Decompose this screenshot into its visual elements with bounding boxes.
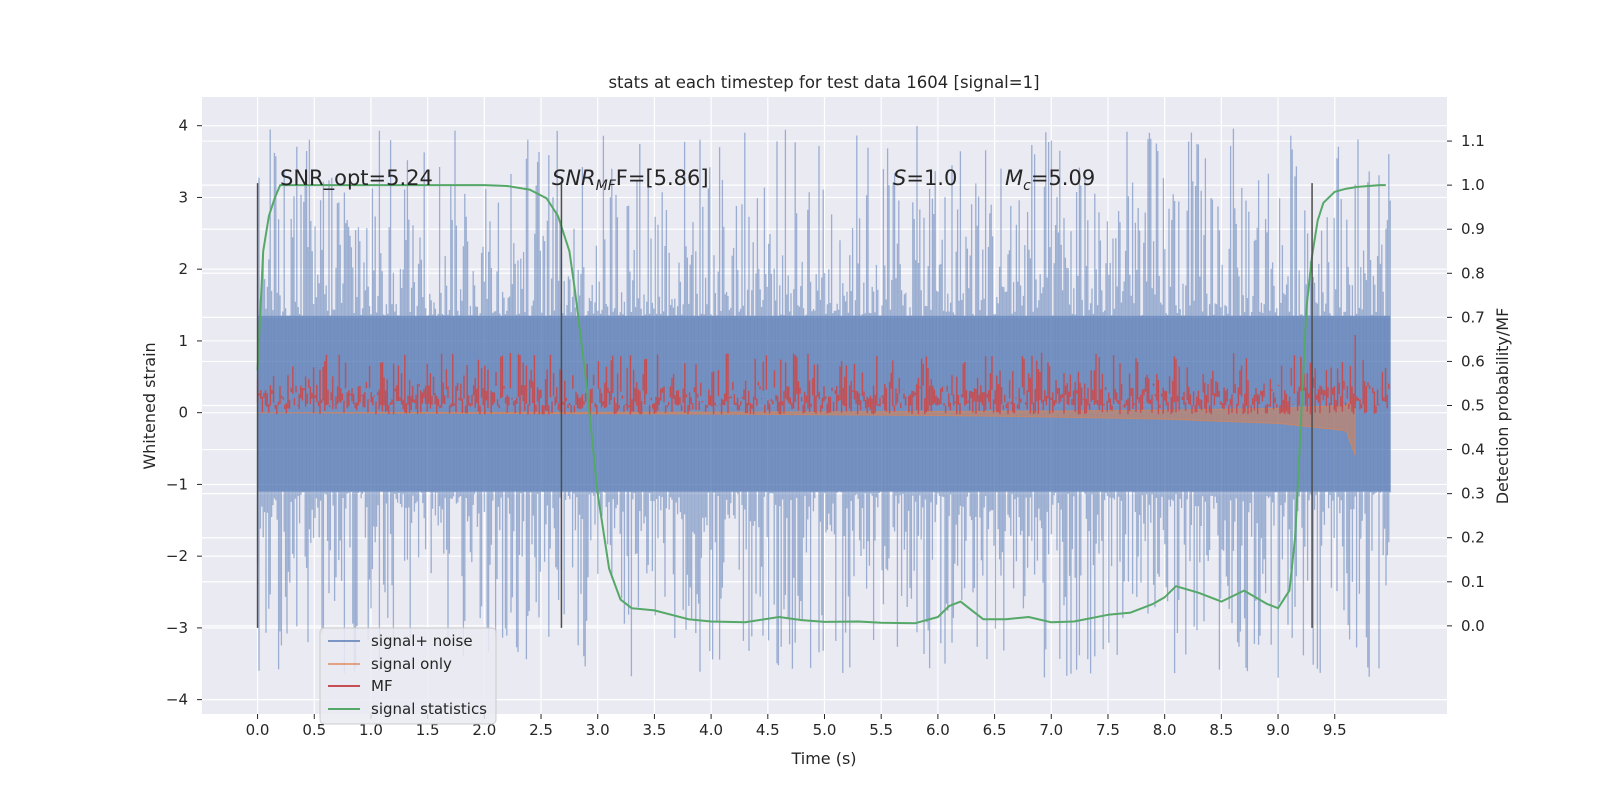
x-tick-label: 2.0 (472, 721, 496, 739)
signal-only-series (257, 394, 1356, 456)
y-axis-ticks: 4 3 2 1 0 −1 −2 −3 −4 (166, 117, 202, 709)
y-right-tick-label: 0.0 (1461, 617, 1485, 635)
x-axis-label: Time (s) (790, 749, 856, 768)
x-tick-label: 0.0 (246, 721, 270, 739)
y-axis-right-ticks: 1.1 1.0 0.9 0.8 0.7 0.6 0.5 0.4 0.3 0.2 0.1 0.0 (1447, 132, 1485, 635)
y-tick-label: −3 (166, 619, 188, 637)
legend-label-noise: signal+ noise (371, 632, 473, 650)
signal-statistics-series (256, 184, 1386, 625)
y-tick-label: 2 (178, 260, 188, 278)
y-tick-label: −1 (166, 475, 188, 493)
y-tick-label: −2 (166, 547, 188, 565)
x-tick-label: 4.0 (699, 721, 723, 739)
legend-label-mf: MF (371, 677, 393, 695)
y-right-tick-label: 1.0 (1461, 176, 1485, 194)
signal-statistics-line (256, 184, 1386, 625)
y-right-tick-label: 0.4 (1461, 441, 1485, 459)
y-tick-label: 3 (178, 188, 188, 206)
y-right-tick-label: 0.2 (1461, 529, 1485, 547)
y-right-tick-label: 0.1 (1461, 573, 1485, 591)
x-tick-label: 5.5 (869, 721, 893, 739)
y-axis-label: Whitened strain (140, 342, 159, 469)
x-tick-label: 7.5 (1096, 721, 1120, 739)
x-tick-label: 3.5 (642, 721, 666, 739)
y-tick-label: 4 (178, 117, 188, 135)
x-tick-label: 1.0 (359, 721, 383, 739)
y-right-tick-label: 0.9 (1461, 220, 1485, 238)
y-right-tick-label: 0.5 (1461, 397, 1485, 415)
x-tick-label: 7.0 (1039, 721, 1063, 739)
y-right-tick-label: 0.3 (1461, 485, 1485, 503)
x-axis-ticks: 0.0 0.5 1.0 1.5 2.0 2.5 3.0 3.5 4.0 4.5 5.0 5.5 6.0 6… (246, 714, 1347, 739)
y-axis-right-label: Detection probability/MF (1493, 308, 1512, 505)
legend-label-signal: signal only (371, 655, 452, 673)
vertical-markers (256, 183, 1313, 628)
x-tick-label: 3.0 (586, 721, 610, 739)
legend-box (319, 627, 497, 725)
x-tick-label: 5.0 (813, 721, 837, 739)
x-tick-label: 8.0 (1153, 721, 1177, 739)
annotation-s: S=1.0 (893, 166, 957, 190)
x-tick-label: 2.5 (529, 721, 553, 739)
y-tick-label: −4 (166, 691, 188, 709)
x-tick-label: 8.5 (1209, 721, 1233, 739)
x-tick-label: 6.5 (983, 721, 1007, 739)
x-tick-label: 9.5 (1323, 721, 1347, 739)
x-tick-label: 6.0 (926, 721, 950, 739)
chart-title: stats at each timestep for test data 160… (608, 73, 1039, 92)
x-tick-label: 0.5 (302, 721, 326, 739)
annotation-snr-opt: SNR_opt=5.24 (280, 166, 433, 191)
signal-only-trace (257, 394, 1356, 456)
y-right-tick-label: 0.7 (1461, 308, 1485, 326)
y-right-tick-label: 0.8 (1461, 264, 1485, 282)
legend: signal+ noise signal only MF signal stat… (319, 627, 497, 725)
annotation-mc: Mc=5.09 (1005, 166, 1095, 194)
y-tick-label: 1 (178, 332, 188, 350)
y-right-tick-label: 0.6 (1461, 352, 1485, 370)
x-tick-label: 9.0 (1266, 721, 1290, 739)
x-tick-label: 1.5 (416, 721, 440, 739)
legend-label-stat: signal statistics (371, 700, 487, 718)
y-tick-label: 0 (178, 404, 188, 422)
x-tick-label: 4.5 (756, 721, 780, 739)
y-right-tick-label: 1.1 (1461, 132, 1485, 150)
annotation-snr-mf: SNRMFF=[5.86] (552, 166, 709, 194)
